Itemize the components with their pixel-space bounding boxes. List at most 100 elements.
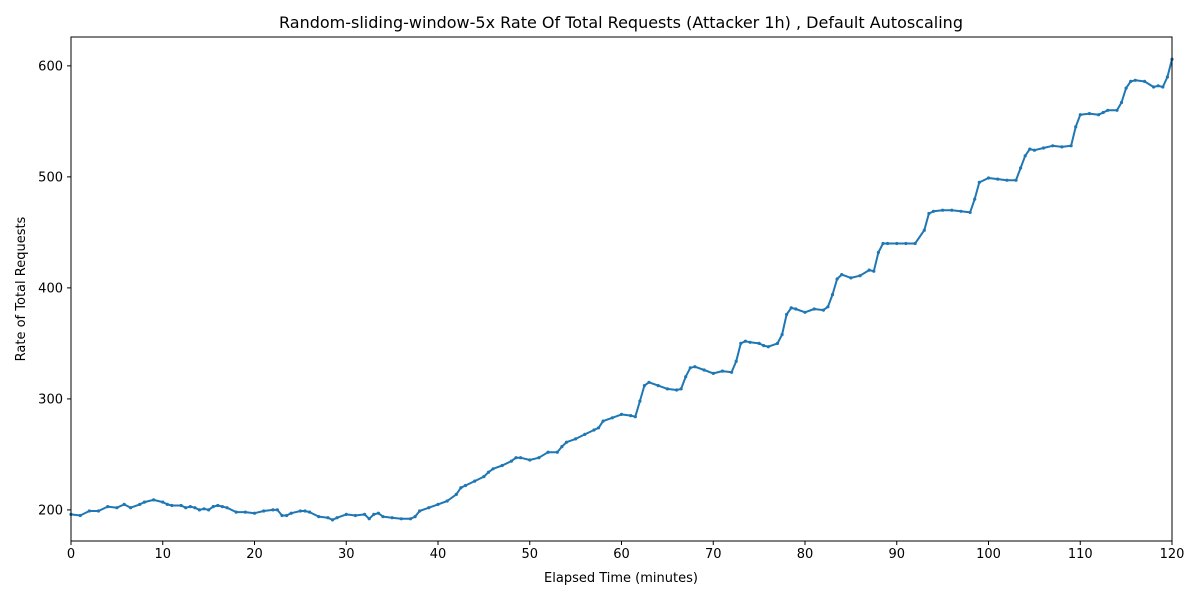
data-point (555, 450, 559, 454)
data-point (243, 510, 247, 514)
data-point (509, 459, 513, 463)
y-tick-label: 500 (38, 170, 63, 185)
data-point (830, 293, 835, 297)
data-point (353, 513, 357, 518)
y-tick-label: 300 (38, 392, 63, 407)
data-point (546, 450, 550, 454)
data-point (122, 502, 126, 506)
data-point (408, 517, 413, 521)
data-point (1142, 79, 1147, 83)
data-point (399, 517, 403, 521)
x-tick-label: 0 (67, 547, 75, 562)
data-point (96, 509, 101, 513)
data-point (895, 241, 899, 246)
x-tick-label: 120 (1160, 547, 1185, 562)
data-point (629, 414, 633, 418)
data-point (473, 479, 477, 483)
data-point (298, 509, 302, 513)
data-point (252, 511, 257, 515)
data-point (766, 345, 770, 349)
data-point (693, 365, 697, 369)
chart-title: Random-sliding-window-5x Rate Of Total R… (279, 13, 963, 32)
x-tick-label: 30 (338, 547, 355, 562)
data-point (610, 416, 614, 420)
data-point (1119, 100, 1124, 105)
data-point (500, 463, 504, 468)
data-point (285, 513, 289, 518)
data-point (1156, 84, 1160, 88)
data-point (528, 458, 532, 462)
data-point (1165, 75, 1169, 79)
data-point (748, 340, 752, 344)
data-point (165, 502, 169, 506)
data-point (436, 502, 440, 506)
data-point (413, 515, 417, 519)
series-line (70, 58, 1173, 521)
data-point (1106, 108, 1110, 112)
data-point (794, 307, 798, 311)
data-point (202, 507, 206, 511)
data-point (913, 241, 917, 246)
data-point (1069, 144, 1073, 148)
data-point (996, 177, 1000, 181)
axes-frame (70, 36, 1173, 542)
data-point (720, 369, 725, 373)
y-tick-label: 600 (38, 59, 63, 74)
data-point (303, 509, 307, 513)
data-point (876, 250, 881, 254)
x-tick-label: 40 (430, 547, 447, 562)
data-point (445, 499, 449, 503)
data-point (308, 510, 312, 514)
data-point (867, 268, 871, 272)
data-point (597, 426, 601, 430)
data-point (427, 506, 431, 510)
data-point (197, 508, 201, 512)
data-point (592, 428, 596, 432)
data-point (858, 274, 862, 278)
data-point (344, 512, 348, 517)
data-point (881, 241, 885, 246)
y-tick-label: 200 (38, 503, 63, 518)
data-point (1074, 125, 1078, 129)
data-point (619, 412, 624, 416)
data-point (849, 276, 853, 280)
data-point (1129, 79, 1133, 83)
data-point (1097, 113, 1101, 117)
data-point (335, 516, 339, 520)
data-point (115, 506, 119, 510)
data-point (463, 483, 468, 488)
data-point (1101, 110, 1105, 115)
data-point (129, 506, 133, 510)
data-point (1028, 147, 1032, 151)
data-point (1051, 144, 1055, 148)
data-point (1124, 86, 1128, 90)
y-tick-label: 400 (38, 281, 63, 296)
data-point (642, 384, 647, 388)
data-point (1041, 146, 1046, 150)
data-point (688, 366, 692, 370)
data-point (207, 508, 211, 512)
data-point (184, 506, 188, 510)
data-point (519, 456, 523, 460)
data-point (454, 492, 458, 496)
data-point (941, 208, 945, 212)
data-point (583, 432, 587, 436)
data-point (275, 508, 279, 512)
data-point (170, 503, 174, 508)
axes: 0 10 20 30 40 50 60 70 80 90 100 110 120 200 300 400 500… (38, 36, 1185, 562)
data-point (193, 506, 197, 510)
data-point (904, 241, 908, 246)
data-point (950, 208, 954, 212)
data-point (840, 273, 844, 277)
data-point (87, 509, 91, 513)
data-point (977, 180, 981, 184)
data-point (574, 437, 578, 441)
x-tick-label: 80 (797, 547, 814, 562)
data-point (711, 371, 715, 375)
data-point (1014, 178, 1018, 182)
data-point (220, 505, 224, 509)
data-point (78, 513, 82, 518)
data-point (886, 241, 890, 246)
data-point (931, 209, 936, 213)
